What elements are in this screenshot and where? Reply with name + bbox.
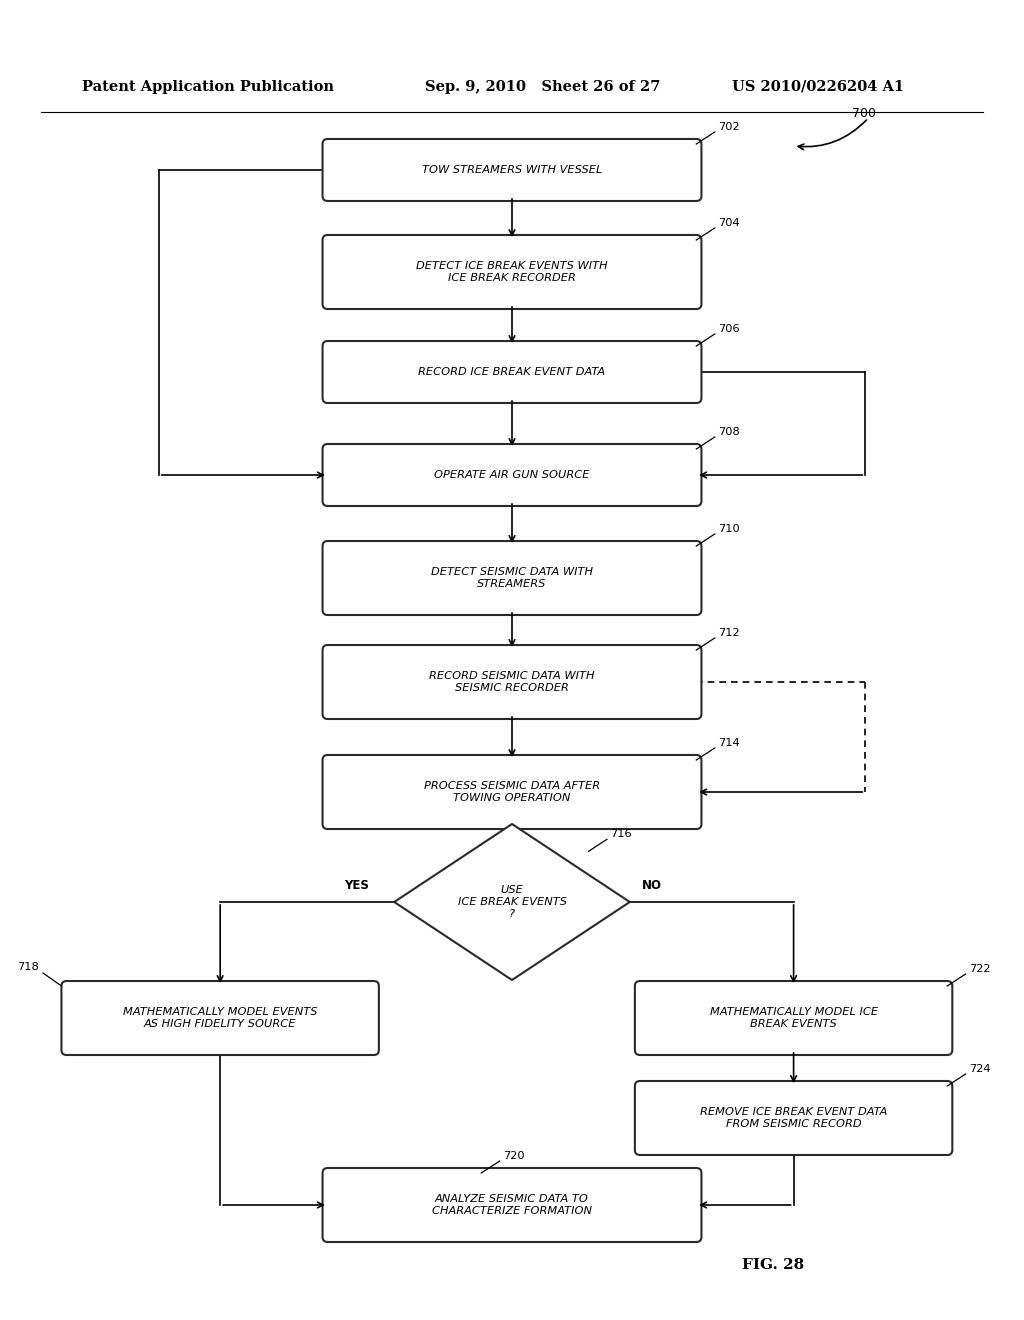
Text: PROCESS SEISMIC DATA AFTER
TOWING OPERATION: PROCESS SEISMIC DATA AFTER TOWING OPERAT… xyxy=(424,781,600,803)
FancyBboxPatch shape xyxy=(61,981,379,1055)
Text: 702: 702 xyxy=(718,121,739,132)
Text: NO: NO xyxy=(642,879,663,892)
Text: Sep. 9, 2010   Sheet 26 of 27: Sep. 9, 2010 Sheet 26 of 27 xyxy=(425,81,660,94)
FancyBboxPatch shape xyxy=(323,235,701,309)
Text: YES: YES xyxy=(344,879,369,892)
Text: 718: 718 xyxy=(17,962,39,972)
Text: ANALYZE SEISMIC DATA TO
CHARACTERIZE FORMATION: ANALYZE SEISMIC DATA TO CHARACTERIZE FOR… xyxy=(432,1195,592,1216)
Text: 714: 714 xyxy=(718,738,739,748)
Text: US 2010/0226204 A1: US 2010/0226204 A1 xyxy=(732,81,904,94)
FancyBboxPatch shape xyxy=(323,139,701,201)
Text: 724: 724 xyxy=(969,1064,990,1074)
Text: 712: 712 xyxy=(718,628,739,638)
FancyBboxPatch shape xyxy=(635,981,952,1055)
FancyBboxPatch shape xyxy=(323,645,701,719)
Text: DETECT ICE BREAK EVENTS WITH
ICE BREAK RECORDER: DETECT ICE BREAK EVENTS WITH ICE BREAK R… xyxy=(416,261,608,282)
Text: 716: 716 xyxy=(610,829,632,840)
Text: RECORD ICE BREAK EVENT DATA: RECORD ICE BREAK EVENT DATA xyxy=(419,367,605,378)
Text: USE
ICE BREAK EVENTS
?: USE ICE BREAK EVENTS ? xyxy=(458,886,566,919)
Text: RECORD SEISMIC DATA WITH
SEISMIC RECORDER: RECORD SEISMIC DATA WITH SEISMIC RECORDE… xyxy=(429,671,595,693)
Text: 722: 722 xyxy=(969,964,990,974)
FancyBboxPatch shape xyxy=(323,755,701,829)
Text: FIG. 28: FIG. 28 xyxy=(742,1258,805,1272)
Text: REMOVE ICE BREAK EVENT DATA
FROM SEISMIC RECORD: REMOVE ICE BREAK EVENT DATA FROM SEISMIC… xyxy=(700,1107,887,1129)
FancyBboxPatch shape xyxy=(323,1168,701,1242)
Text: 710: 710 xyxy=(718,524,739,535)
Text: MATHEMATICALLY MODEL ICE
BREAK EVENTS: MATHEMATICALLY MODEL ICE BREAK EVENTS xyxy=(710,1007,878,1028)
FancyBboxPatch shape xyxy=(323,444,701,506)
Polygon shape xyxy=(394,824,630,979)
Text: 704: 704 xyxy=(718,218,739,228)
Text: 708: 708 xyxy=(718,426,739,437)
Text: MATHEMATICALLY MODEL EVENTS
AS HIGH FIDELITY SOURCE: MATHEMATICALLY MODEL EVENTS AS HIGH FIDE… xyxy=(123,1007,317,1028)
Text: Patent Application Publication: Patent Application Publication xyxy=(82,81,334,94)
FancyBboxPatch shape xyxy=(323,341,701,403)
FancyBboxPatch shape xyxy=(323,541,701,615)
Text: OPERATE AIR GUN SOURCE: OPERATE AIR GUN SOURCE xyxy=(434,470,590,480)
Text: TOW STREAMERS WITH VESSEL: TOW STREAMERS WITH VESSEL xyxy=(422,165,602,176)
Text: 706: 706 xyxy=(718,323,739,334)
Text: 700: 700 xyxy=(852,107,876,120)
Text: 720: 720 xyxy=(503,1151,524,1162)
FancyBboxPatch shape xyxy=(635,1081,952,1155)
Text: DETECT SEISMIC DATA WITH
STREAMERS: DETECT SEISMIC DATA WITH STREAMERS xyxy=(431,568,593,589)
